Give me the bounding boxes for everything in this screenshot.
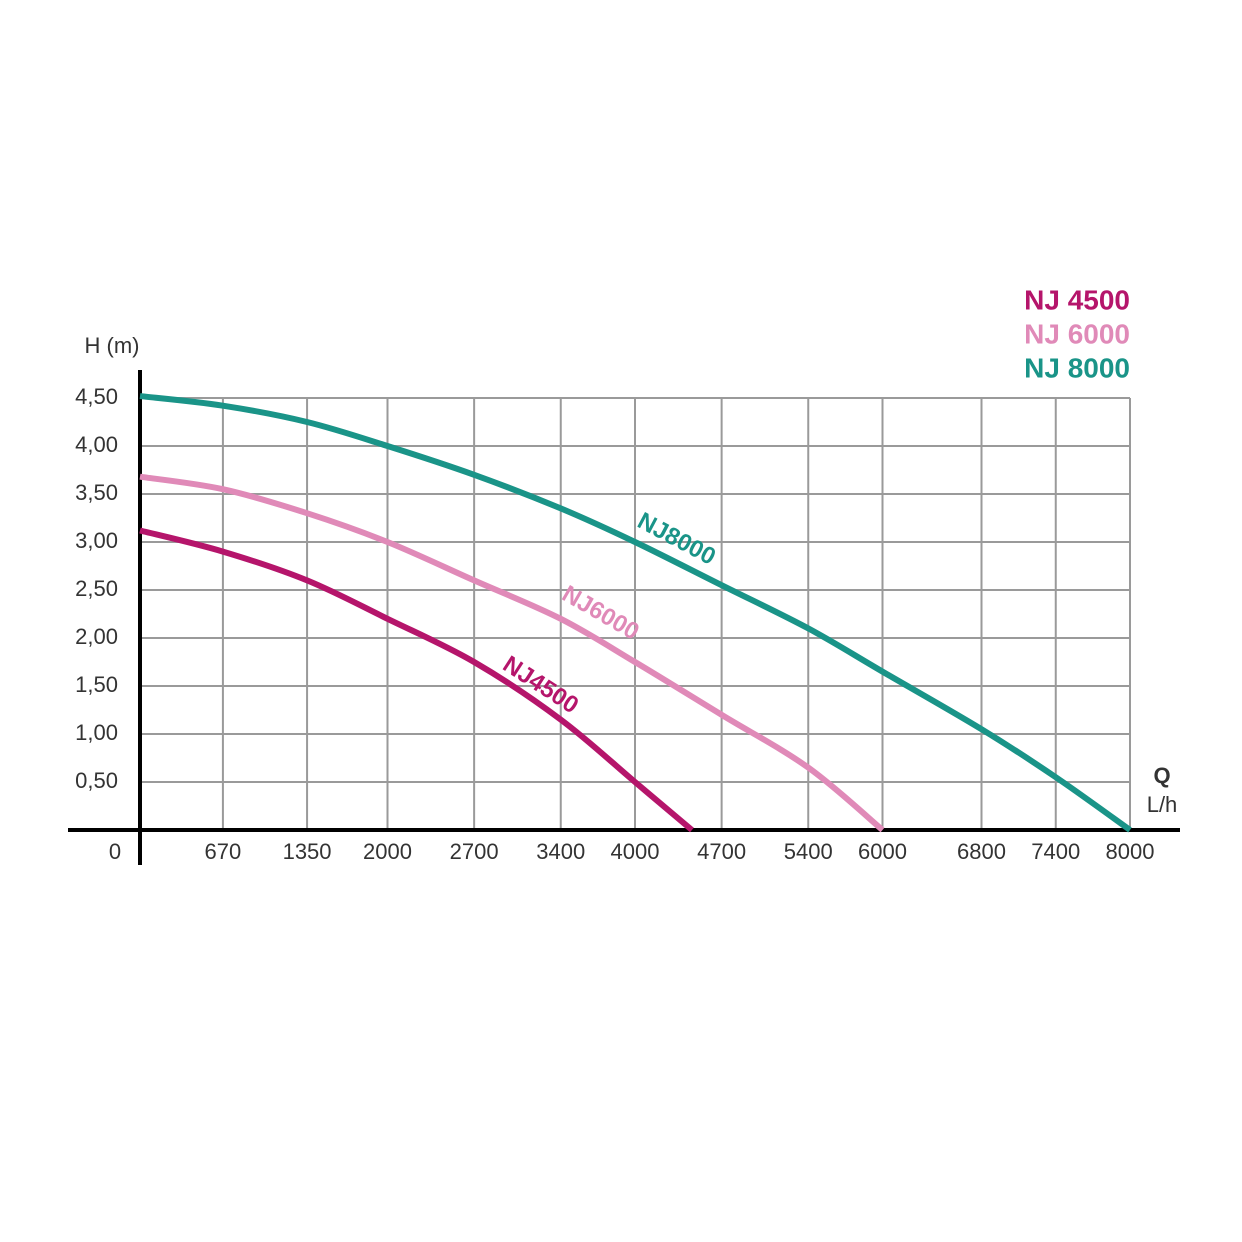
- y-tick-label: 1,00: [75, 720, 118, 745]
- x-tick-label: 2700: [450, 839, 499, 864]
- series-line: [139, 527, 694, 833]
- x-tick-label: 8000: [1106, 839, 1155, 864]
- legend-entry: NJ 8000: [1024, 352, 1130, 383]
- y-tick-label: 3,50: [75, 480, 118, 505]
- x-tick-label: 7400: [1031, 839, 1080, 864]
- series-line: [139, 473, 885, 833]
- y-tick-label: 2,00: [75, 624, 118, 649]
- y-tick-label: 1,50: [75, 672, 118, 697]
- y-axis-label: H (m): [85, 333, 140, 358]
- y-tick-label: 3,00: [75, 528, 118, 553]
- legend-entry: NJ 6000: [1024, 318, 1130, 349]
- x-tick-label: 0: [109, 839, 121, 864]
- x-tick-label: 4700: [697, 839, 746, 864]
- y-tick-label: 4,50: [75, 384, 118, 409]
- x-tick-label: 5400: [784, 839, 833, 864]
- x-tick-label: 4000: [611, 839, 660, 864]
- x-tick-label: 6000: [858, 839, 907, 864]
- y-tick-label: 2,50: [75, 576, 118, 601]
- x-axis-unit: L/h: [1147, 792, 1178, 817]
- y-tick-label: 4,00: [75, 432, 118, 457]
- x-axis-label: Q: [1153, 763, 1170, 788]
- x-tick-label: 6800: [957, 839, 1006, 864]
- y-tick-label: 0,50: [75, 768, 118, 793]
- series-line: [139, 393, 1132, 833]
- x-tick-label: 3400: [536, 839, 585, 864]
- x-tick-label: 670: [205, 839, 242, 864]
- legend-entry: NJ 4500: [1024, 284, 1130, 315]
- x-tick-label: 2000: [363, 839, 412, 864]
- x-tick-label: 1350: [283, 839, 332, 864]
